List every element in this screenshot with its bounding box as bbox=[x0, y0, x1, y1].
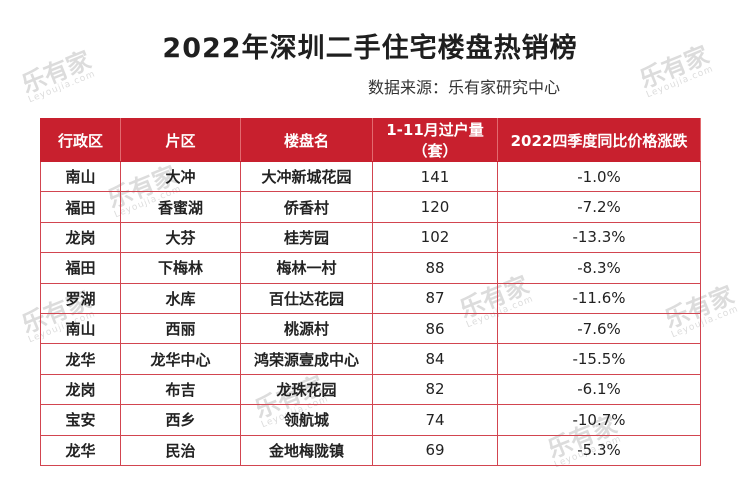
cell-estate: 龙珠花园 bbox=[240, 373, 373, 406]
table-row: 龙华 民治 金地梅陇镇 69 -5.3% bbox=[40, 434, 701, 466]
cell-transfers: 82 bbox=[372, 373, 498, 406]
cell-estate: 桃源村 bbox=[240, 312, 373, 345]
cell-price-change: -7.2% bbox=[497, 191, 701, 223]
cell-price-change: -10.7% bbox=[497, 404, 701, 436]
cell-area: 下梅林 bbox=[120, 252, 241, 284]
cell-district: 福田 bbox=[40, 252, 121, 284]
cell-district: 宝安 bbox=[40, 404, 121, 436]
table-row: 宝安 西乡 领航城 74 -10.7% bbox=[40, 404, 701, 436]
cell-area: 香蜜湖 bbox=[120, 191, 241, 223]
table-header-row: 行政区 片区 楼盘名 1-11月过户量（套） 2022四季度同比价格涨跌 bbox=[40, 118, 701, 162]
cell-price-change: -5.3% bbox=[497, 434, 701, 466]
cell-transfers: 84 bbox=[372, 343, 498, 375]
cell-transfers: 120 bbox=[372, 191, 498, 223]
cell-transfers: 74 bbox=[372, 404, 498, 436]
cell-price-change: -13.3% bbox=[497, 221, 701, 254]
column-header-price-change: 2022四季度同比价格涨跌 bbox=[497, 118, 701, 162]
data-source-note: 数据来源：乐有家研究中心 bbox=[368, 78, 561, 97]
cell-district: 龙岗 bbox=[40, 221, 121, 254]
cell-price-change: -7.6% bbox=[497, 312, 701, 345]
cell-estate: 领航城 bbox=[240, 404, 373, 436]
table-row: 南山 西丽 桃源村 86 -7.6% bbox=[40, 312, 701, 345]
table-row: 龙岗 布吉 龙珠花园 82 -6.1% bbox=[40, 373, 701, 406]
cell-estate: 百仕达花园 bbox=[240, 282, 373, 314]
cell-price-change: -1.0% bbox=[497, 160, 701, 193]
table-row: 龙华 龙华中心 鸿荣源壹成中心 84 -15.5% bbox=[40, 343, 701, 375]
cell-area: 布吉 bbox=[120, 373, 241, 406]
cell-area: 西丽 bbox=[120, 312, 241, 345]
cell-transfers: 69 bbox=[372, 434, 498, 466]
cell-transfers: 87 bbox=[372, 282, 498, 314]
hot-sales-table: 行政区 片区 楼盘名 1-11月过户量（套） 2022四季度同比价格涨跌 南山 … bbox=[40, 118, 701, 466]
cell-estate: 大冲新城花园 bbox=[240, 160, 373, 193]
cell-area: 西乡 bbox=[120, 404, 241, 436]
table-row: 福田 香蜜湖 侨香村 120 -7.2% bbox=[40, 191, 701, 223]
table-row: 龙岗 大芬 桂芳园 102 -13.3% bbox=[40, 221, 701, 254]
cell-estate: 梅林一村 bbox=[240, 252, 373, 284]
page-title: 2022年深圳二手住宅楼盘热销榜 bbox=[162, 33, 578, 64]
cell-estate: 桂芳园 bbox=[240, 221, 373, 254]
cell-district: 龙岗 bbox=[40, 373, 121, 406]
cell-district: 福田 bbox=[40, 191, 121, 223]
cell-price-change: -6.1% bbox=[497, 373, 701, 406]
cell-transfers: 88 bbox=[372, 252, 498, 284]
cell-price-change: -8.3% bbox=[497, 252, 701, 284]
cell-district: 南山 bbox=[40, 160, 121, 193]
cell-area: 龙华中心 bbox=[120, 343, 241, 375]
cell-district: 龙华 bbox=[40, 343, 121, 375]
cell-estate: 金地梅陇镇 bbox=[240, 434, 373, 466]
table-row: 罗湖 水库 百仕达花园 87 -11.6% bbox=[40, 282, 701, 314]
cell-estate: 鸿荣源壹成中心 bbox=[240, 343, 373, 375]
cell-district: 龙华 bbox=[40, 434, 121, 466]
table-row: 南山 大冲 大冲新城花园 141 -1.0% bbox=[40, 160, 701, 193]
cell-transfers: 86 bbox=[372, 312, 498, 345]
column-header-district: 行政区 bbox=[40, 118, 121, 162]
cell-district: 南山 bbox=[40, 312, 121, 345]
cell-area: 民治 bbox=[120, 434, 241, 466]
cell-price-change: -15.5% bbox=[497, 343, 701, 375]
column-header-estate: 楼盘名 bbox=[240, 118, 373, 162]
cell-area: 水库 bbox=[120, 282, 241, 314]
cell-district: 罗湖 bbox=[40, 282, 121, 314]
cell-transfers: 102 bbox=[372, 221, 498, 254]
cell-area: 大芬 bbox=[120, 221, 241, 254]
cell-transfers: 141 bbox=[372, 160, 498, 193]
cell-area: 大冲 bbox=[120, 160, 241, 193]
table-row: 福田 下梅林 梅林一村 88 -8.3% bbox=[40, 252, 701, 284]
column-header-transfers: 1-11月过户量（套） bbox=[372, 118, 498, 162]
cell-price-change: -11.6% bbox=[497, 282, 701, 314]
column-header-area: 片区 bbox=[120, 118, 241, 162]
cell-estate: 侨香村 bbox=[240, 191, 373, 223]
